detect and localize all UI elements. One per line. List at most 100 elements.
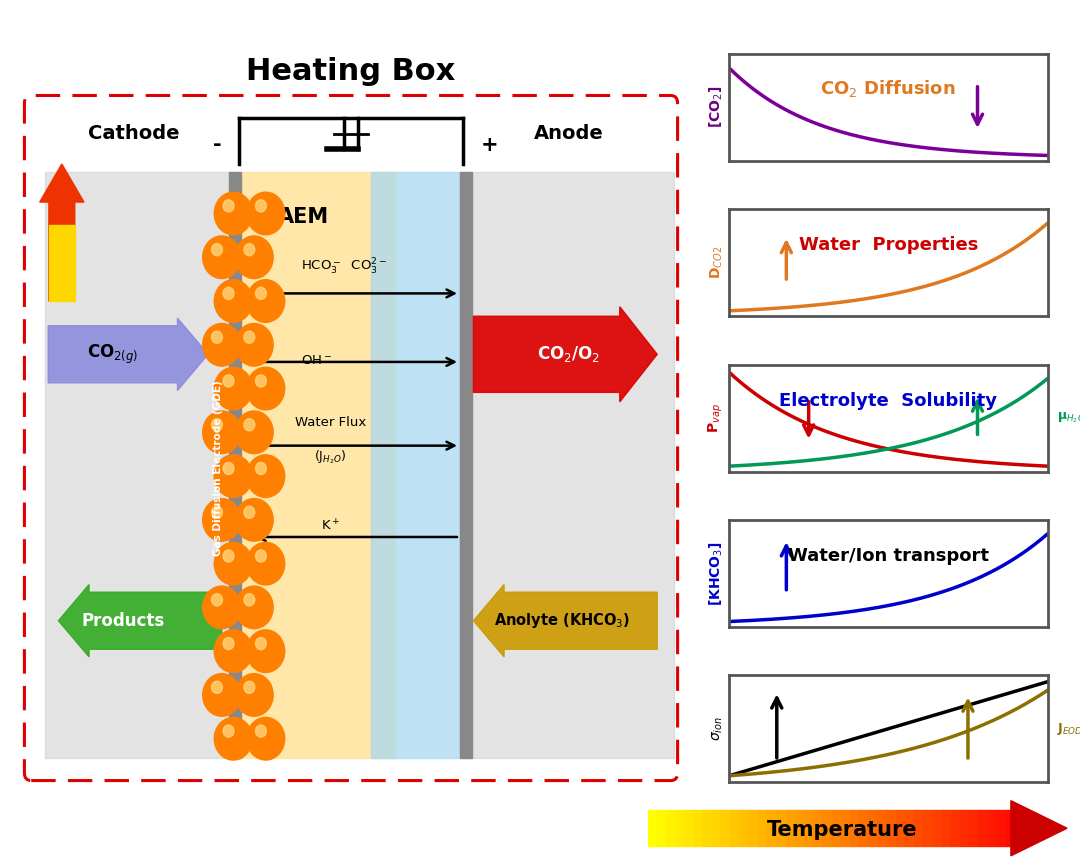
- Circle shape: [214, 368, 253, 410]
- Text: OH$^-$: OH$^-$: [301, 354, 333, 367]
- Circle shape: [246, 279, 285, 323]
- Circle shape: [224, 463, 234, 475]
- FancyArrow shape: [960, 811, 970, 846]
- Circle shape: [244, 331, 255, 343]
- Circle shape: [246, 455, 285, 497]
- Text: J$_{EOD}$: J$_{EOD}$: [1057, 721, 1080, 737]
- Circle shape: [256, 725, 267, 737]
- Circle shape: [235, 586, 273, 629]
- Circle shape: [212, 419, 222, 431]
- Circle shape: [214, 630, 253, 672]
- FancyArrow shape: [740, 811, 750, 846]
- FancyArrow shape: [777, 811, 786, 846]
- Circle shape: [244, 593, 255, 606]
- Circle shape: [203, 324, 241, 366]
- Bar: [229, 171, 241, 758]
- Circle shape: [212, 593, 222, 606]
- Text: CO$_2$ Diffusion: CO$_2$ Diffusion: [821, 78, 956, 99]
- Circle shape: [256, 463, 267, 475]
- FancyArrow shape: [795, 811, 804, 846]
- FancyArrow shape: [887, 811, 896, 846]
- Circle shape: [246, 630, 285, 672]
- Bar: [239, 171, 395, 758]
- Circle shape: [214, 192, 253, 234]
- Bar: [45, 171, 235, 758]
- FancyArrow shape: [49, 318, 208, 390]
- FancyArrow shape: [657, 811, 666, 846]
- FancyArrow shape: [693, 811, 703, 846]
- FancyArrow shape: [767, 811, 777, 846]
- FancyArrow shape: [804, 811, 813, 846]
- Circle shape: [256, 550, 267, 562]
- Circle shape: [203, 411, 241, 453]
- Circle shape: [235, 236, 273, 279]
- FancyArrow shape: [58, 585, 221, 657]
- Text: AEM: AEM: [278, 208, 329, 227]
- Text: Water Flux: Water Flux: [295, 416, 366, 429]
- FancyArrow shape: [987, 811, 997, 846]
- FancyArrow shape: [786, 811, 795, 846]
- FancyArrow shape: [860, 811, 868, 846]
- FancyArrow shape: [823, 811, 832, 846]
- Text: K$^+$: K$^+$: [321, 518, 340, 533]
- FancyArrow shape: [970, 811, 978, 846]
- Text: Water  Properties: Water Properties: [798, 236, 978, 254]
- Text: +: +: [481, 135, 498, 155]
- Circle shape: [203, 498, 241, 541]
- Circle shape: [256, 287, 267, 299]
- Circle shape: [224, 375, 234, 387]
- Circle shape: [244, 244, 255, 256]
- FancyArrow shape: [840, 811, 850, 846]
- Circle shape: [246, 542, 285, 585]
- Circle shape: [212, 682, 222, 694]
- Bar: [463, 171, 674, 758]
- Circle shape: [246, 368, 285, 410]
- FancyArrow shape: [914, 811, 923, 846]
- Circle shape: [203, 586, 241, 629]
- Circle shape: [244, 682, 255, 694]
- FancyArrow shape: [951, 811, 960, 846]
- FancyArrow shape: [40, 164, 84, 301]
- Circle shape: [212, 244, 222, 256]
- Text: CO$_{2(g)}$: CO$_{2(g)}$: [87, 343, 138, 366]
- Circle shape: [224, 725, 234, 737]
- FancyArrow shape: [685, 811, 693, 846]
- FancyArrow shape: [850, 811, 860, 846]
- FancyArrow shape: [896, 811, 905, 846]
- Text: Temperature: Temperature: [767, 819, 918, 840]
- Text: Products: Products: [81, 612, 164, 630]
- FancyArrow shape: [877, 811, 887, 846]
- FancyArrow shape: [1011, 801, 1067, 855]
- FancyArrow shape: [923, 811, 933, 846]
- FancyArrow shape: [978, 811, 988, 846]
- FancyArrow shape: [473, 307, 657, 402]
- Circle shape: [235, 674, 273, 716]
- Circle shape: [224, 200, 234, 212]
- Circle shape: [256, 638, 267, 650]
- Circle shape: [212, 331, 222, 343]
- FancyArrow shape: [713, 811, 721, 846]
- Text: Anolyte (KHCO$_3$): Anolyte (KHCO$_3$): [494, 612, 630, 631]
- Circle shape: [224, 287, 234, 299]
- FancyArrow shape: [942, 811, 951, 846]
- Y-axis label: [KHCO$_3$]: [KHCO$_3$]: [707, 541, 725, 606]
- Y-axis label: P$_{vap}$: P$_{vap}$: [706, 403, 725, 433]
- Circle shape: [224, 638, 234, 650]
- Circle shape: [214, 455, 253, 497]
- FancyArrow shape: [905, 811, 914, 846]
- Text: Anode: Anode: [534, 124, 604, 143]
- Circle shape: [224, 550, 234, 562]
- Circle shape: [256, 375, 267, 387]
- FancyArrow shape: [1007, 811, 1015, 846]
- Text: HCO$_3^-$  CO$_3^{2-}$: HCO$_3^-$ CO$_3^{2-}$: [301, 257, 388, 277]
- Circle shape: [244, 506, 255, 518]
- FancyArrow shape: [758, 811, 767, 846]
- Text: Electrolyte  Solubility: Electrolyte Solubility: [780, 392, 997, 410]
- Text: Heating Box: Heating Box: [246, 57, 456, 86]
- Circle shape: [246, 717, 285, 760]
- Circle shape: [235, 324, 273, 366]
- Text: -: -: [213, 135, 221, 155]
- Text: Gas Diffusion Electrode (GDE): Gas Diffusion Electrode (GDE): [214, 381, 224, 556]
- Circle shape: [256, 200, 267, 212]
- Circle shape: [214, 542, 253, 585]
